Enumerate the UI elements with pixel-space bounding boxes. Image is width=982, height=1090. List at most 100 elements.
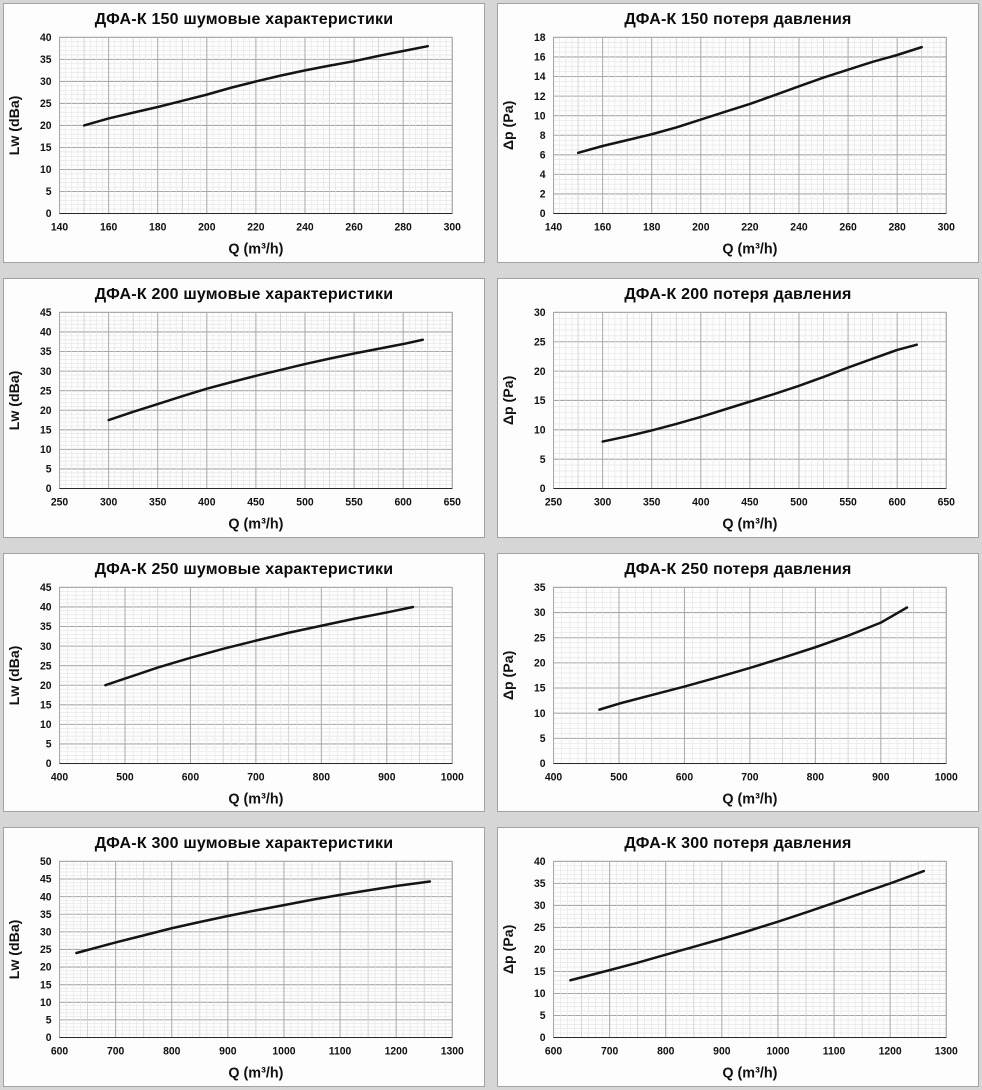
x-tick-label: 1000 [441, 771, 464, 783]
x-axis-title: Q (m³/h) [228, 1065, 283, 1081]
data-curve [598, 605, 909, 711]
y-tick-label: 10 [40, 997, 52, 1009]
y-tick-label: 10 [534, 424, 546, 436]
x-tick-label: 240 [790, 221, 807, 233]
x-tick-label: 200 [198, 221, 215, 233]
y-tick-label: 30 [40, 76, 52, 88]
y-tick-label: 15 [534, 966, 546, 978]
chart-panel: ДФА-К 250 потеря давления 0 5 10 15 20 25 30 35… [497, 552, 979, 813]
x-tick-label: 160 [594, 221, 611, 233]
x-tick-label: 250 [545, 496, 562, 508]
y-tick-label: 40 [40, 32, 52, 44]
x-tick-label: 700 [247, 771, 264, 783]
grid [59, 586, 453, 764]
grid [553, 36, 947, 215]
x-tick-label: 650 [938, 496, 955, 508]
axis-tick-labels: 0 5 10 15 20 25 30 250 300 350 400 450 500 550 600 650 [534, 307, 955, 509]
y-tick-label: 30 [40, 365, 52, 377]
x-tick-label: 300 [938, 221, 955, 233]
grid [553, 861, 947, 1039]
x-tick-label: 600 [51, 1045, 68, 1057]
axis-tick-labels: 0 5 10 15 20 25 30 35 400 500 600 700 800 900 1000 [534, 581, 958, 783]
y-tick-label: 35 [534, 878, 546, 890]
data-curve [107, 338, 424, 422]
chart-panel: ДФА-К 150 потеря давления 0 2 4 6 8 10 12 14 16 1… [497, 3, 979, 263]
chart-panel: ДФА-К 150 шумовые характеристики 0 5 10 15 2… [3, 3, 485, 263]
x-tick-label: 400 [51, 771, 68, 783]
y-tick-label: 0 [540, 208, 546, 220]
y-tick-label: 15 [534, 395, 546, 407]
grid [59, 36, 453, 215]
y-tick-label: 20 [534, 657, 546, 669]
x-tick-label: 800 [163, 1045, 180, 1057]
data-curve [576, 45, 923, 155]
data-curve [82, 44, 429, 127]
axis-tick-labels: 0 5 10 15 20 25 30 35 40 600 700 800 900 1000 1100 1200… [534, 856, 958, 1058]
grid [553, 311, 947, 489]
grid [59, 311, 453, 489]
y-tick-label: 45 [40, 874, 52, 886]
x-tick-label: 700 [741, 771, 758, 783]
y-tick-label: 10 [40, 718, 52, 730]
line-chart: 0 5 10 15 20 25 30 35 400 500 600 700 800 900 1000 Q (m… [501, 581, 958, 807]
x-tick-label: 900 [872, 771, 889, 783]
x-axis-title: Q (m³/h) [228, 516, 283, 532]
x-tick-label: 500 [790, 496, 807, 508]
x-tick-label: 500 [296, 496, 313, 508]
y-tick-label: 30 [534, 307, 546, 319]
y-tick-label: 20 [40, 120, 52, 132]
x-tick-label: 700 [601, 1045, 618, 1057]
x-tick-label: 220 [741, 221, 758, 233]
grid [59, 861, 453, 1039]
y-tick-label: 5 [46, 186, 52, 198]
x-tick-label: 240 [296, 221, 313, 233]
data-curve [104, 605, 415, 686]
y-tick-label: 50 [40, 856, 52, 868]
y-tick-label: 5 [46, 1015, 52, 1027]
x-tick-label: 500 [610, 771, 627, 783]
chart-title: ДФА-К 300 шумовые характеристики [94, 835, 394, 853]
x-tick-label: 220 [247, 221, 264, 233]
line-chart: 0 5 10 15 20 25 30 35 40 140 160 180 200 220 240 260 280… [7, 32, 461, 258]
x-axis-title: Q (m³/h) [722, 241, 777, 257]
x-tick-label: 350 [643, 496, 660, 508]
y-tick-label: 40 [40, 601, 52, 613]
y-tick-label: 6 [540, 149, 546, 161]
axis-tick-labels: 0 5 10 15 20 25 30 35 40 140 160 180 200 220 240 260 280… [40, 32, 461, 234]
y-tick-label: 45 [40, 581, 52, 593]
line-chart: 0 2 4 6 8 10 12 14 16 18 140 160 180 200 220 240 260 280 3… [501, 32, 955, 258]
y-tick-label: 30 [534, 606, 546, 618]
chart-title: ДФА-К 250 шумовые характеристики [94, 560, 394, 578]
y-tick-label: 35 [40, 620, 52, 632]
x-tick-label: 180 [643, 221, 660, 233]
y-tick-label: 0 [46, 208, 52, 220]
chart-panel: ДФА-К 300 потеря давления 0 5 10 15 20 25 30 35… [497, 827, 979, 1087]
y-tick-label: 5 [46, 738, 52, 750]
x-tick-label: 1200 [879, 1045, 902, 1057]
y-tick-label: 0 [540, 757, 546, 769]
y-tick-label: 35 [40, 54, 52, 66]
x-axis-title: Q (m³/h) [228, 241, 283, 257]
y-tick-label: 12 [534, 91, 546, 103]
line-chart: 0 5 10 15 20 25 30 35 40 45 50 600 700 800 900 1000 1100… [7, 856, 464, 1082]
x-tick-label: 140 [545, 221, 562, 233]
x-tick-label: 600 [545, 1045, 562, 1057]
x-tick-label: 600 [182, 771, 199, 783]
y-tick-label: 14 [534, 71, 546, 83]
y-tick-label: 10 [40, 444, 52, 456]
y-tick-label: 5 [540, 1010, 546, 1022]
y-tick-label: 15 [40, 979, 52, 991]
y-tick-label: 5 [46, 463, 52, 475]
chart-title: ДФА-К 300 потеря давления [624, 835, 852, 853]
x-tick-label: 400 [198, 496, 215, 508]
y-tick-label: 5 [540, 453, 546, 465]
y-tick-label: 18 [534, 32, 546, 44]
x-tick-label: 600 [888, 496, 905, 508]
x-tick-label: 300 [594, 496, 611, 508]
grid [553, 586, 947, 764]
x-tick-label: 300 [444, 221, 461, 233]
y-axis-title: Lw (dBa) [7, 920, 22, 980]
axis-tick-labels: 0 5 10 15 20 25 30 35 40 45 400 500 600 700 800 900 1000 [40, 581, 464, 783]
y-tick-label: 40 [40, 891, 52, 903]
